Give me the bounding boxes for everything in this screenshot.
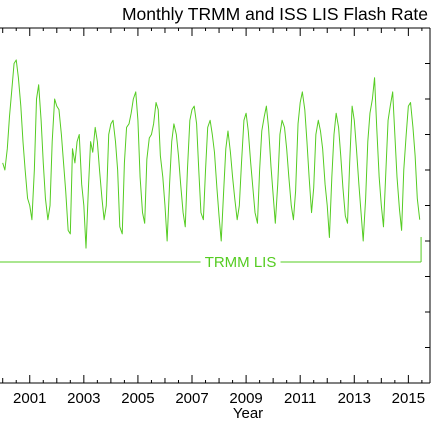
x-axis-label: Year — [233, 405, 263, 422]
x-tick-label-2007: 2007 — [175, 390, 208, 407]
x-tick-label-2003: 2003 — [67, 390, 100, 407]
x-tick-label-2009: 2009 — [229, 390, 262, 407]
x-tick-label-2005: 2005 — [121, 390, 154, 407]
annotation-label: TRMM LIS — [205, 254, 277, 271]
x-tick-label-2011: 2011 — [284, 390, 316, 407]
plot-frame — [0, 27, 431, 384]
annotation-layer: TRMM LIS — [0, 237, 422, 271]
series-line-0 — [2, 59, 421, 249]
x-tick-label-2013: 2013 — [338, 390, 371, 407]
x-ticks: 2001 2003 2005 2007 2009 2011 2013 2015 — [2, 28, 425, 407]
x-tick-label-2001: 2001 — [13, 390, 46, 407]
x-tick-label-2015: 2015 — [392, 390, 425, 407]
chart-title: Monthly TRMM and ISS LIS Flash Rate — [122, 4, 428, 24]
series-layer — [2, 59, 421, 249]
